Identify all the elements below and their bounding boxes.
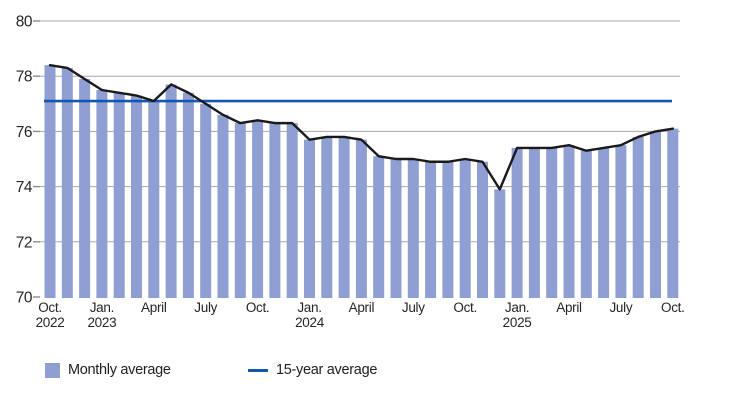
bar	[667, 128, 679, 298]
y-tick-label: 76	[16, 124, 32, 141]
y-tick-label: 70	[16, 290, 33, 307]
bar	[252, 120, 264, 298]
chart-legend: Monthly average 15-year average	[0, 360, 730, 384]
bar	[61, 67, 73, 298]
x-tick-year-label: 2025	[503, 315, 532, 330]
bar	[217, 114, 229, 298]
x-tick-year-label: 2024	[295, 315, 325, 330]
bar	[563, 145, 575, 298]
bar	[511, 147, 523, 298]
bar	[390, 159, 402, 298]
x-tick-label: Oct.	[661, 300, 685, 315]
bar	[165, 84, 177, 298]
bar	[338, 136, 350, 298]
bar	[373, 156, 385, 298]
bar	[96, 90, 108, 298]
bar	[459, 159, 471, 298]
bar	[113, 92, 125, 298]
bar	[442, 161, 454, 298]
bar	[234, 123, 246, 299]
x-tick-label: April	[141, 300, 167, 315]
legend-label-monthly-average: Monthly average	[68, 362, 171, 378]
bar	[148, 101, 160, 298]
legend-label-15-year-average: 15-year average	[276, 362, 378, 378]
x-tick-year-label: 2023	[87, 315, 116, 330]
bar	[598, 147, 610, 298]
bar	[304, 139, 315, 298]
y-tick-label: 74	[16, 179, 33, 196]
y-tick-label: 72	[16, 234, 32, 251]
bar	[477, 161, 488, 298]
x-tick-label: Oct.	[38, 300, 62, 315]
x-tick-label: July	[402, 300, 425, 315]
legend-item-monthly-average: Monthly average	[45, 362, 171, 378]
bar	[425, 161, 437, 298]
bar	[182, 92, 194, 298]
bar	[528, 147, 540, 298]
bar	[407, 159, 419, 298]
legend-item-15-year-average: 15-year average	[248, 362, 377, 378]
bar	[44, 65, 56, 298]
x-tick-label: Jan.	[90, 300, 114, 315]
x-tick-label: July	[194, 300, 217, 315]
bar	[546, 147, 558, 298]
bar	[269, 123, 281, 299]
bar	[632, 136, 644, 298]
y-tick-label: 78	[16, 69, 32, 86]
bar	[615, 145, 627, 298]
x-tick-label: Jan.	[297, 300, 321, 315]
monthly-average-trend-line	[48, 63, 674, 191]
x-tick-label: April	[556, 300, 582, 315]
x-tick-label: July	[609, 300, 632, 315]
bar	[650, 131, 661, 298]
15-year-average-line-swatch	[248, 368, 268, 372]
bar	[79, 78, 91, 299]
x-tick-label: Oct.	[453, 300, 477, 315]
bar	[286, 123, 298, 299]
x-tick-label: Jan.	[505, 300, 529, 315]
monthly-average-swatch	[45, 362, 60, 378]
x-tick-label: Oct.	[246, 300, 270, 315]
bar	[200, 103, 212, 298]
bar	[355, 139, 367, 298]
x-tick-label: April	[349, 300, 375, 315]
bar	[580, 150, 592, 298]
y-tick-label: 80	[16, 14, 33, 31]
bar	[131, 95, 142, 299]
x-tick-year-label: 2022	[36, 315, 65, 330]
bar	[321, 136, 333, 298]
bar	[494, 189, 506, 298]
